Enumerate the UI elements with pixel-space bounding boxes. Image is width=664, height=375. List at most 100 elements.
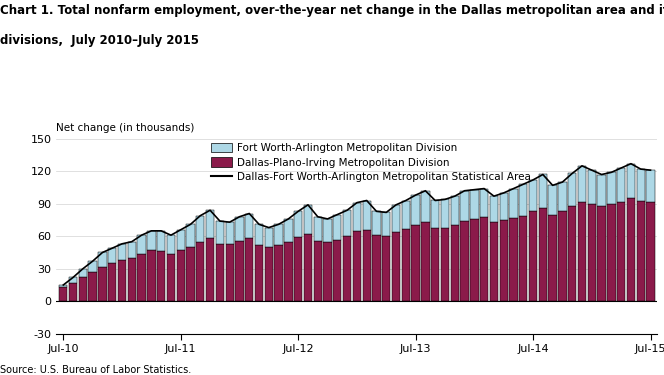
Bar [431, 201, 440, 228]
Bar [539, 174, 547, 208]
Bar [373, 235, 380, 301]
Bar [509, 189, 518, 218]
Bar [294, 211, 302, 237]
Bar [206, 210, 214, 238]
Bar [255, 224, 263, 245]
Bar [235, 241, 244, 301]
Bar [265, 228, 273, 247]
Bar [431, 228, 440, 301]
Text: Net change (in thousands): Net change (in thousands) [56, 123, 195, 133]
Bar [157, 251, 165, 301]
Bar [216, 244, 224, 301]
Bar [509, 218, 518, 301]
Bar [353, 202, 361, 231]
Bar [480, 217, 488, 301]
Bar [460, 221, 469, 301]
Bar [235, 217, 244, 241]
Bar [382, 212, 390, 236]
Bar [294, 237, 302, 301]
Bar [284, 242, 293, 301]
Bar [607, 172, 616, 204]
Bar [265, 247, 273, 301]
Bar [245, 238, 254, 301]
Bar [353, 231, 361, 301]
Bar [157, 231, 165, 251]
Bar [108, 263, 116, 301]
Bar [343, 210, 351, 236]
Bar [441, 200, 449, 228]
Text: divisions,  July 2010–July 2015: divisions, July 2010–July 2015 [0, 34, 199, 47]
Bar [646, 170, 655, 202]
Bar [470, 190, 479, 219]
Bar [441, 228, 449, 301]
Bar [187, 224, 195, 247]
Bar [147, 251, 155, 301]
Bar [333, 240, 341, 301]
Bar [79, 278, 87, 301]
Bar [137, 254, 145, 301]
Bar [421, 191, 430, 222]
Bar [588, 204, 596, 301]
Bar [558, 211, 566, 301]
Bar [548, 185, 557, 214]
Bar [167, 254, 175, 301]
Bar [343, 236, 351, 301]
Bar [255, 245, 263, 301]
Bar [98, 252, 107, 267]
Bar [323, 242, 332, 301]
Bar [598, 174, 606, 206]
Bar [137, 235, 145, 254]
Bar [187, 247, 195, 301]
Bar [363, 201, 371, 230]
Bar [88, 272, 97, 301]
Bar [274, 224, 283, 245]
Bar [382, 236, 390, 301]
Bar [598, 206, 606, 301]
Bar [216, 221, 224, 244]
Bar [88, 261, 97, 272]
Bar [284, 219, 293, 242]
Bar [196, 242, 205, 301]
Bar [118, 244, 126, 260]
Bar [490, 196, 498, 222]
Bar [499, 193, 508, 220]
Bar [480, 189, 488, 217]
Bar [421, 222, 430, 301]
Bar [98, 267, 107, 301]
Bar [460, 191, 469, 221]
Bar [313, 217, 322, 241]
Bar [451, 225, 459, 301]
Bar [402, 201, 410, 229]
Bar [588, 170, 596, 204]
Bar [519, 216, 527, 301]
Bar [529, 211, 537, 301]
Bar [470, 219, 479, 301]
Bar [274, 245, 283, 301]
Bar [69, 278, 77, 283]
Legend: Fort Worth-Arlington Metropolitan Division, Dallas-Plano-Irving Metropolitan Div: Fort Worth-Arlington Metropolitan Divisi… [207, 139, 535, 186]
Bar [578, 166, 586, 202]
Bar [499, 220, 508, 301]
Bar [617, 202, 625, 301]
Bar [451, 196, 459, 225]
Bar [245, 213, 254, 238]
Text: Source: U.S. Bureau of Labor Statistics.: Source: U.S. Bureau of Labor Statistics. [0, 365, 191, 375]
Bar [627, 164, 635, 198]
Bar [304, 234, 312, 301]
Bar [118, 260, 126, 301]
Bar [177, 230, 185, 251]
Bar [607, 204, 616, 301]
Bar [69, 283, 77, 301]
Bar [304, 205, 312, 234]
Bar [206, 238, 214, 301]
Bar [59, 287, 68, 301]
Bar [637, 201, 645, 301]
Bar [646, 202, 655, 301]
Bar [59, 285, 68, 287]
Bar [490, 222, 498, 301]
Bar [519, 184, 527, 216]
Bar [412, 225, 420, 301]
Bar [637, 169, 645, 201]
Bar [617, 168, 625, 202]
Bar [226, 222, 234, 244]
